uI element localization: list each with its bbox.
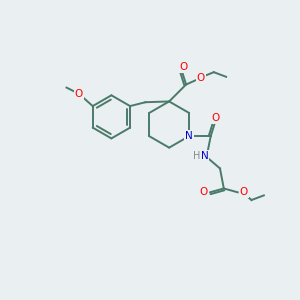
Text: N: N (185, 131, 193, 141)
Text: N: N (201, 151, 208, 161)
Text: O: O (75, 89, 83, 99)
Text: O: O (196, 73, 205, 82)
Text: O: O (240, 187, 248, 197)
Text: O: O (179, 62, 187, 72)
Text: H: H (193, 151, 201, 161)
Text: O: O (211, 113, 220, 123)
Text: O: O (200, 187, 208, 197)
